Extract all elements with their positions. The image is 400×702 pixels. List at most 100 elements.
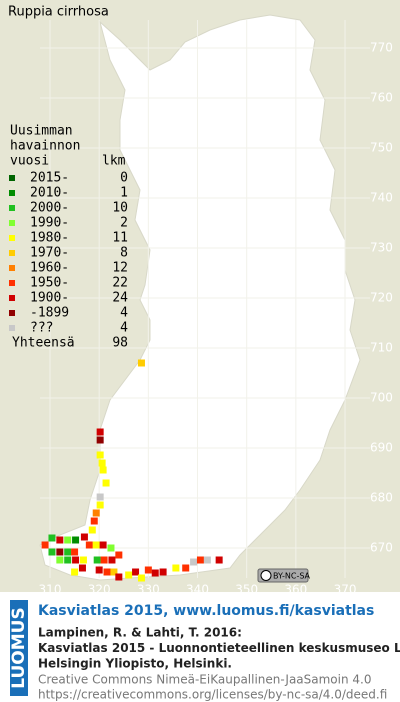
- occurrence-square: [48, 534, 56, 542]
- occurrence-square: [72, 536, 80, 544]
- cc-badge: [257, 568, 309, 583]
- occurrence-square: [107, 544, 115, 552]
- legend-label: 1990-: [30, 216, 69, 231]
- occurrence-square: [125, 571, 133, 579]
- occurrence-square: [110, 568, 118, 576]
- x-tick-label: 330: [137, 583, 160, 597]
- occurrence-square: [151, 569, 159, 577]
- legend-swatch: [9, 280, 15, 286]
- citation-line: Kasviatlas 2015 - Luonnontieteellinen ke…: [38, 641, 400, 655]
- legend-label: 2000-: [30, 201, 69, 216]
- occurrence-square: [78, 564, 86, 572]
- occurrence-square: [172, 564, 180, 572]
- occurrence-square: [95, 566, 103, 574]
- legend-swatch: [9, 175, 15, 181]
- x-tick-label: 360: [284, 583, 307, 597]
- legend-label: 2015-: [30, 171, 69, 186]
- occurrence-square: [41, 541, 49, 549]
- y-tick-label: 730: [370, 241, 393, 255]
- occurrence-square: [115, 551, 123, 559]
- y-tick-label: 740: [370, 191, 393, 205]
- occurrence-square: [56, 548, 64, 556]
- legend-count: 10: [112, 201, 128, 216]
- y-tick-label: 750: [370, 141, 393, 155]
- legend-header: Uusimman: [10, 124, 73, 139]
- occurrence-square: [96, 493, 104, 501]
- occurrence-square: [85, 541, 93, 549]
- occurrence-square: [72, 556, 80, 564]
- legend-count: 22: [112, 276, 128, 291]
- legend-count: 1: [120, 186, 128, 201]
- legend-label: ???: [30, 321, 53, 336]
- occurrence-square: [99, 466, 107, 474]
- legend-swatch: [9, 250, 15, 256]
- legend-header: vuosi: [10, 154, 49, 169]
- y-tick-label: 760: [370, 91, 393, 105]
- y-tick-label: 670: [370, 541, 393, 555]
- x-tick-label: 350: [235, 583, 258, 597]
- y-tick-label: 720: [370, 291, 393, 305]
- occurrence-square: [88, 526, 96, 534]
- occurrence-square: [71, 568, 79, 576]
- cc-icon: [260, 570, 272, 581]
- legend-swatch: [9, 190, 15, 196]
- occurrence-square: [115, 573, 123, 581]
- x-tick-label: 320: [88, 583, 111, 597]
- occurrence-square: [203, 556, 211, 564]
- legend-count: 24: [112, 291, 128, 306]
- occurrence-square: [132, 568, 140, 576]
- y-tick-label: 690: [370, 441, 393, 455]
- occurrence-square: [92, 509, 100, 517]
- occurrence-square: [56, 556, 64, 564]
- occurrence-square: [96, 451, 104, 459]
- occurrence-square: [190, 558, 198, 566]
- legend-label: 1970-: [30, 246, 69, 261]
- occurrence-square: [137, 574, 145, 582]
- occurrence-square: [100, 556, 108, 564]
- occurrence-square: [80, 533, 88, 541]
- legend-label: 1980-: [30, 231, 69, 246]
- total-count: 98: [112, 336, 128, 351]
- legend-header: havainnon: [10, 139, 80, 154]
- citation-line: Helsingin Yliopisto, Helsinki.: [38, 657, 232, 671]
- y-tick-label: 770: [370, 41, 393, 55]
- legend-count: 11: [112, 231, 128, 246]
- footer-headline: Kasviatlas 2015, www.luomus.fi/kasviatla…: [38, 603, 374, 619]
- occurrence-square: [48, 548, 56, 556]
- occurrence-square: [96, 436, 104, 444]
- occurrence-square: [64, 548, 72, 556]
- occurrence-square: [137, 359, 145, 367]
- map-title: Ruppia cirrhosa: [8, 5, 109, 20]
- legend-count: 12: [112, 261, 128, 276]
- legend-count: 2: [120, 216, 128, 231]
- y-tick-label: 710: [370, 341, 393, 355]
- occurrence-square: [79, 556, 87, 564]
- occurrence-square: [92, 541, 100, 549]
- legend-count: 8: [120, 246, 128, 261]
- occurrence-square: [102, 479, 110, 487]
- citation-line: Lampinen, R. & Lahti, T. 2016:: [38, 626, 242, 640]
- logo-bar: [10, 600, 28, 696]
- legend-swatch: [9, 220, 15, 226]
- occurrence-square: [90, 517, 98, 525]
- logo: LUOMUS: [9, 607, 29, 688]
- occurrence-square: [96, 501, 104, 509]
- x-tick-label: 310: [39, 583, 62, 597]
- x-tick-label: 340: [186, 583, 209, 597]
- legend-count: 4: [120, 321, 128, 336]
- legend-count: 4: [120, 306, 128, 321]
- occurrence-square: [215, 556, 223, 564]
- occurrence-square: [108, 556, 116, 564]
- legend-label: -1899: [30, 306, 69, 321]
- legend-swatch: [9, 235, 15, 241]
- occurrence-square: [182, 564, 190, 572]
- legend-swatch: [9, 295, 15, 301]
- occurrence-square: [98, 459, 106, 467]
- occurrence-square: [56, 536, 64, 544]
- total-label: Yhteensä: [12, 336, 75, 351]
- legend-label: 1950-: [30, 276, 69, 291]
- occurrence-square: [71, 548, 79, 556]
- occurrence-square: [196, 556, 204, 564]
- occurrence-square: [159, 568, 167, 576]
